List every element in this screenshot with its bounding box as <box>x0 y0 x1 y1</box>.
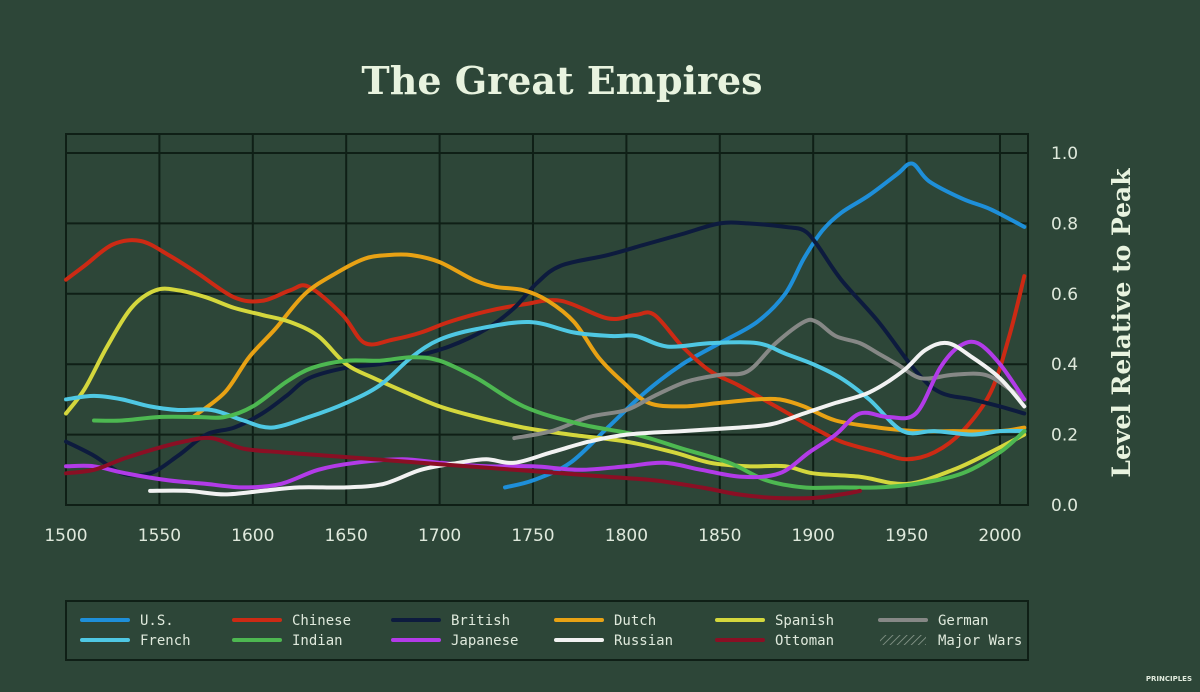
series-line-dutch <box>191 252 1027 434</box>
series-line-japanese <box>64 339 1027 490</box>
legend-swatch-major-wars <box>880 635 926 645</box>
y-axis-label: Level Relative to Peak <box>1107 168 1136 478</box>
x-tick-label: 1500 <box>44 526 87 546</box>
legend: U.S. Chinese British Dutch Spanish German Fren… <box>80 613 1022 649</box>
series-lines <box>64 161 1027 501</box>
x-tick-label: 1950 <box>885 526 928 546</box>
x-tick-label: 1850 <box>698 526 741 546</box>
x-tick-label: 1550 <box>138 526 181 546</box>
legend-label-japanese: Japanese <box>451 633 518 649</box>
x-tick-label: 1700 <box>418 526 461 546</box>
chart-title: The Great Empires <box>361 58 762 103</box>
y-tick-label: 0.8 <box>1051 214 1078 234</box>
x-axis-ticks: 1500 1550 1600 1650 1700 1750 1800 1850 1900 1950… <box>44 526 1021 546</box>
series-line-indian <box>92 355 1027 490</box>
legend-label-u-s: U.S. <box>140 613 174 629</box>
y-tick-label: 0.4 <box>1051 355 1078 375</box>
legend-label-french: French <box>140 633 191 649</box>
y-tick-label: 0.6 <box>1051 285 1078 305</box>
legend-label-dutch: Dutch <box>614 613 656 629</box>
x-tick-label: 1900 <box>792 526 835 546</box>
series-line-french <box>64 319 1027 437</box>
x-tick-label: 1600 <box>231 526 274 546</box>
x-tick-label: 1750 <box>511 526 554 546</box>
x-tick-label: 2000 <box>978 526 1021 546</box>
plot-frame <box>65 133 1029 506</box>
y-tick-label: 0.2 <box>1051 426 1078 446</box>
legend-label-chinese: Chinese <box>292 613 351 629</box>
series-line-british <box>64 220 1027 478</box>
series-line-russian <box>148 340 1027 497</box>
series-line-spanish <box>64 286 1027 487</box>
y-tick-label: 1.0 <box>1051 144 1078 164</box>
brand-logo: PRINCIPLES <box>1146 675 1192 683</box>
legend-label-indian: Indian <box>292 633 343 649</box>
grid <box>65 133 1029 506</box>
x-tick-label: 1650 <box>325 526 368 546</box>
series-line-u-s <box>503 161 1027 490</box>
series-line-german <box>512 317 1027 441</box>
legend-label-major-wars: Major Wars <box>938 633 1022 649</box>
x-tick-label: 1800 <box>605 526 648 546</box>
legend-label-spanish: Spanish <box>775 613 834 629</box>
legend-box <box>65 600 1029 661</box>
legend-label-russian: Russian <box>614 633 673 649</box>
y-tick-label: 0.0 <box>1051 496 1078 516</box>
y-axis-ticks: 0.0 0.2 0.4 0.6 0.8 1.0 <box>1051 144 1078 516</box>
legend-label-ottoman: Ottoman <box>775 633 834 649</box>
legend-label-british: British <box>451 613 510 629</box>
series-line-chinese <box>64 238 1027 462</box>
series-line-ottoman <box>64 435 862 501</box>
legend-label-german: German <box>938 613 989 629</box>
